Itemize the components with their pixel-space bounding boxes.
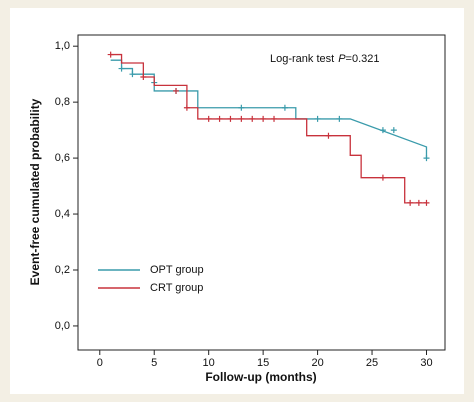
censor-mark [129,71,136,78]
censor-mark [107,51,114,58]
censor-mark [325,132,332,139]
x-tick-label: 30 [420,357,432,369]
y-tick-label: 1,0 [55,40,70,52]
annotation: Log-rank test P=0.321 [270,53,380,65]
survival-line [110,53,427,204]
x-tick-label: 5 [151,357,157,369]
y-tick-label: 0,2 [55,264,70,276]
annotation-p: P [338,53,346,65]
censor-mark [183,104,190,111]
panel [10,8,464,394]
censor-mark [415,199,422,206]
plot-frame [77,34,446,351]
y-tick-label: 0,4 [55,208,70,220]
censor-mark [423,155,430,162]
censor-mark [249,115,256,122]
censor-mark [390,127,397,134]
censor-mark [314,115,321,122]
censor-mark [407,199,414,206]
annotation-prefix: Log-rank test [270,53,334,65]
y-axis-title: Event-free cumulated probability [28,98,42,285]
x-tick-label: 15 [257,357,269,369]
y-tick-label: 0,8 [55,96,70,108]
censor-mark [336,115,343,122]
legend-label: CRT group [150,282,203,294]
x-tick-label: 10 [203,357,215,369]
censor-mark [238,104,245,111]
censor-mark [271,115,278,122]
legend-label: OPT group [150,264,204,276]
censor-mark [216,115,223,122]
annotation-value: =0.321 [346,53,380,65]
x-tick-label: 20 [311,357,323,369]
y-tick-label: 0,0 [55,320,70,332]
censor-mark [140,73,147,80]
censor-mark [227,115,234,122]
y-tick-label: 0,6 [55,152,70,164]
censor-mark [423,199,430,206]
x-axis-title: Follow-up (months) [205,370,316,384]
censor-mark [173,87,180,94]
censor-mark [260,115,267,122]
x-tick-label: 0 [97,357,103,369]
censor-mark [379,174,386,181]
censor-mark [118,65,125,72]
censor-mark [281,104,288,111]
censor-mark [238,115,245,122]
x-tick-label: 25 [366,357,378,369]
censor-mark [379,127,386,134]
censor-mark [205,115,212,122]
